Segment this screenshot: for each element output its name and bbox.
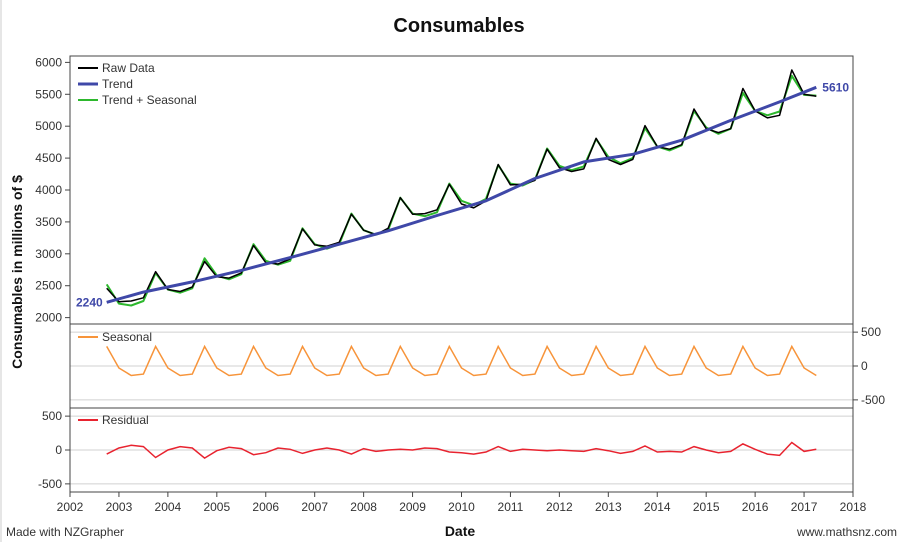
seasonal-gridline	[70, 331, 853, 401]
x-tick-label: 2011	[498, 500, 524, 514]
seasonal-panel: 500 0 -500 Seasonal	[69, 323, 885, 409]
legend-label-raw: Raw Data	[102, 61, 155, 75]
residual-legend-label: Residual	[102, 413, 149, 427]
trend-end-label: 5610	[822, 80, 849, 94]
x-tick-label: 2018	[840, 500, 867, 514]
x-tick-label: 2006	[252, 500, 279, 514]
residual-y-ticks: 500 0 -500	[38, 409, 70, 491]
main-y-tick-label: 2000	[35, 311, 62, 325]
footer-credit-left: Made with NZGrapher	[6, 525, 124, 539]
x-axis-ticks: 2002 2003 2004 2005 2006 2007 2008 2009 2010 2011…	[57, 492, 867, 514]
legend-label-trend: Trend	[102, 77, 133, 91]
trend-line	[106, 85, 817, 304]
x-tick-label: 2013	[595, 500, 622, 514]
x-tick-label: 2015	[693, 500, 720, 514]
main-legend: Raw Data Trend Trend + Seasonal	[78, 61, 197, 107]
y-axis-title: Consumables in millions of $	[9, 175, 25, 369]
seasonal-series-line	[106, 344, 817, 377]
main-y-ticks: 2000 2500 3000 3500 4000 4500 5000 5500 6000	[35, 55, 70, 325]
x-tick-label: 2008	[350, 500, 377, 514]
main-y-tick-label: 5500	[35, 87, 62, 101]
seasonal-y-tick-label: 0	[861, 359, 868, 373]
seasonal-y-tick-label: 500	[861, 325, 881, 339]
x-tick-label: 2007	[301, 500, 328, 514]
x-tick-label: 2002	[57, 500, 84, 514]
residual-y-tick-label: 500	[42, 409, 62, 423]
main-panel: 2000 2500 3000 3500 4000 4500 5000 5500 6000 224…	[35, 55, 854, 325]
x-tick-label: 2009	[399, 500, 426, 514]
residual-y-tick-label: 0	[55, 443, 62, 457]
x-axis-title: Date	[445, 523, 476, 539]
x-tick-label: 2017	[791, 500, 818, 514]
residual-panel: 500 0 -500 Residual	[38, 407, 854, 493]
x-tick-label: 2012	[546, 500, 573, 514]
residual-gridlines	[70, 415, 853, 485]
trend-start-label: 2240	[76, 295, 103, 309]
x-tick-label: 2004	[155, 500, 182, 514]
residual-series-line	[106, 441, 817, 460]
main-y-tick-label: 3000	[35, 247, 62, 261]
seasonal-y-tick-label: -500	[861, 393, 885, 407]
x-tick-label: 2016	[742, 500, 769, 514]
main-y-tick-label: 2500	[35, 279, 62, 293]
raw-data-line	[106, 69, 817, 303]
main-y-tick-label: 5000	[35, 119, 62, 133]
seasonal-legend-label: Seasonal	[102, 330, 152, 344]
main-y-tick-label: 4000	[35, 183, 62, 197]
x-tick-label: 2010	[448, 500, 475, 514]
legend-label-trend-seasonal: Trend + Seasonal	[102, 93, 197, 107]
chart-title: Consumables	[393, 15, 524, 37]
main-y-tick-label: 3500	[35, 215, 62, 229]
main-y-tick-label: 4500	[35, 151, 62, 165]
x-tick-label: 2014	[644, 500, 671, 514]
residual-y-tick-label: -500	[38, 477, 62, 491]
main-series-group	[105, 69, 817, 307]
x-tick-label: 2005	[203, 500, 230, 514]
main-y-tick-label: 6000	[35, 55, 62, 69]
seasonal-y-ticks: 500 0 -500	[853, 325, 885, 407]
footer-credit-right: www.mathsnz.com	[796, 525, 897, 539]
x-tick-label: 2003	[106, 500, 133, 514]
